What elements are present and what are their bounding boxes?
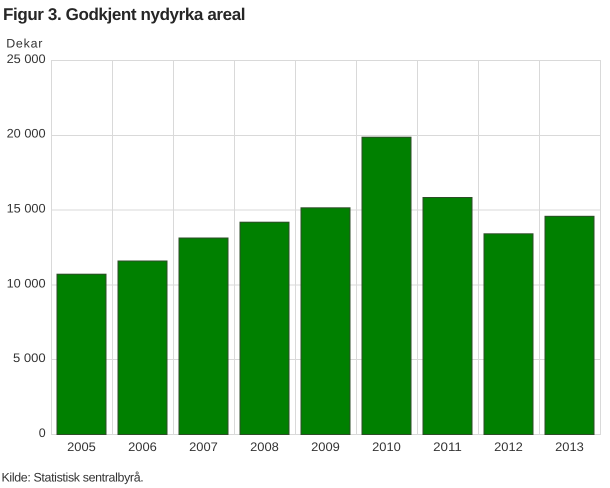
svg-text:10 000: 10 000 xyxy=(7,276,46,290)
svg-text:5 000: 5 000 xyxy=(13,351,46,365)
svg-text:2006: 2006 xyxy=(128,440,157,454)
svg-text:Kilde: Statistisk sentralbyrå.: Kilde: Statistisk sentralbyrå. xyxy=(2,471,144,485)
svg-text:15 000: 15 000 xyxy=(7,202,46,216)
svg-text:Dekar: Dekar xyxy=(6,36,42,50)
svg-text:25 000: 25 000 xyxy=(7,52,46,66)
svg-text:2011: 2011 xyxy=(433,440,462,454)
svg-text:0: 0 xyxy=(39,426,46,440)
svg-text:2009: 2009 xyxy=(311,440,340,454)
svg-text:2007: 2007 xyxy=(189,440,218,454)
svg-text:2005: 2005 xyxy=(67,440,96,454)
svg-text:2013: 2013 xyxy=(555,440,584,454)
svg-text:2008: 2008 xyxy=(250,440,279,454)
svg-text:2010: 2010 xyxy=(372,440,401,454)
svg-text:20 000: 20 000 xyxy=(7,127,46,141)
svg-text:Figur 3. Godkjent nydyrka area: Figur 3. Godkjent nydyrka areal xyxy=(3,5,246,24)
svg-text:2012: 2012 xyxy=(494,440,523,454)
